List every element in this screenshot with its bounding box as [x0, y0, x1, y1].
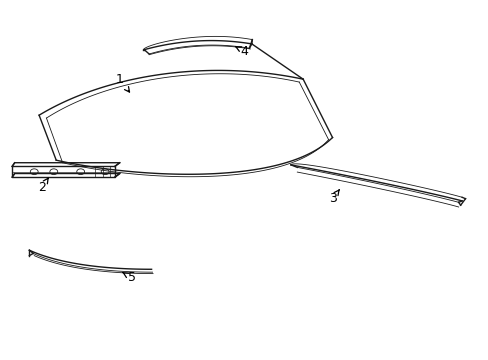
Text: 3: 3 — [328, 190, 339, 205]
Text: 2: 2 — [38, 178, 48, 194]
Text: 5: 5 — [122, 271, 136, 284]
Text: 1: 1 — [116, 73, 129, 92]
Text: 4: 4 — [235, 45, 248, 58]
